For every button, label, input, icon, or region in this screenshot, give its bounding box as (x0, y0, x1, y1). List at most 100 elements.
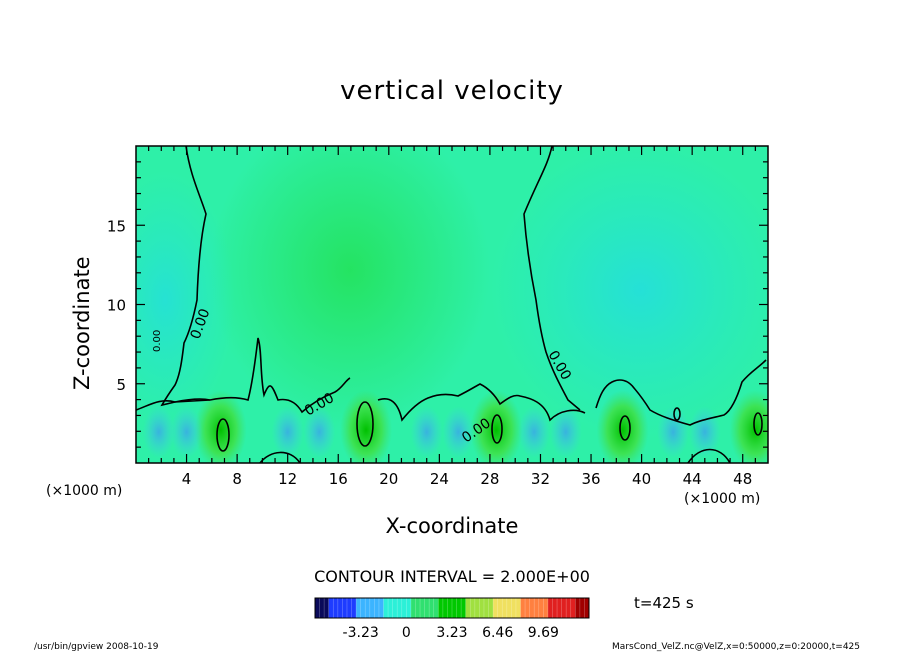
colorbar-cell (346, 598, 353, 618)
updraft-blob-1 (194, 390, 247, 463)
contour-label-5: 0.00 (152, 330, 163, 352)
downdraft-patch-4 (303, 406, 336, 458)
colorbar-cell (515, 598, 521, 618)
footer-right: MarsCond_VelZ.nc@VelZ,x=0:50000,z=0:2000… (612, 642, 860, 652)
colorbar-cell (365, 598, 371, 618)
colorbar-cell (561, 598, 567, 618)
x-tick-label: 4 (182, 470, 192, 488)
contour-ring-updraft-3 (491, 414, 503, 444)
colorbar-cell (442, 598, 448, 618)
colorbar-cell (333, 598, 339, 618)
colorbar-cell (465, 598, 471, 618)
field-upper-right-cyan-region (490, 146, 768, 440)
colorbar-tick-label: 3.23 (436, 625, 467, 641)
colorbar-cell (420, 598, 426, 618)
colorbar-cell (337, 598, 343, 618)
colorbar-cell (474, 598, 480, 618)
colorbar-tick-label: 9.69 (528, 625, 559, 641)
x-tick-label: 36 (581, 470, 600, 488)
updraft-group (194, 390, 768, 463)
x-tick-labels: 4 8 12 16 20 24 28 32 36 40 44 48 (182, 470, 752, 488)
colorbar-cell (506, 598, 512, 618)
colorbar-cell (452, 598, 458, 618)
colorbar-cell (497, 598, 503, 618)
downdraft-patch-3 (271, 406, 304, 458)
colorbar-cell (488, 598, 494, 618)
contour-ring-updraft-4 (619, 415, 631, 441)
colorbar-cell (351, 598, 357, 618)
colorbar-cell (543, 598, 549, 618)
x-tick-label: 16 (329, 470, 348, 488)
colorbar-cell (328, 598, 334, 618)
heatmap-field (136, 146, 768, 463)
y-axis-label: Z-coordinate (70, 256, 94, 390)
colorbar-cell (360, 598, 366, 618)
colorbar-cell (502, 598, 508, 618)
colorbar-cell (415, 598, 421, 618)
colorbar-cell (547, 598, 553, 618)
contour-ring-small (673, 407, 681, 421)
colorbar-cell (479, 598, 485, 618)
colorbar-cell (324, 598, 330, 618)
colorbar-cell (566, 598, 572, 618)
colorbar-cell (401, 598, 407, 618)
field-large-green-region (210, 146, 490, 430)
colorbar-cell (579, 598, 585, 618)
colorbar (314, 597, 590, 619)
updraft-blob-2 (340, 390, 393, 463)
colorbar-cell (392, 598, 398, 618)
colorbar-cell (319, 598, 325, 618)
x-tick-label: 12 (278, 470, 297, 488)
zero-contour-left-column (160, 146, 211, 407)
colorbar-cell (493, 598, 499, 618)
zero-contour-right-column (523, 146, 581, 411)
colorbar-cell (356, 598, 362, 618)
updraft-blob-4 (596, 390, 649, 463)
colorbar-cell (447, 598, 453, 618)
downdraft-patch-8 (549, 406, 582, 458)
y-tick-label: 5 (116, 376, 126, 394)
colorbar-frame (314, 597, 590, 619)
colorbar-cell (538, 598, 544, 618)
contour-loop-2 (687, 448, 731, 463)
colorbar-cells (314, 598, 590, 618)
x-unit-label-left: (×1000 m) (46, 483, 123, 499)
downdraft-group (142, 406, 721, 458)
updraft-blob-5 (729, 390, 768, 463)
colorbar-cell (397, 598, 403, 618)
x-axis-label: X-coordinate (385, 514, 519, 538)
colorbar-cell (383, 598, 389, 618)
zero-contour-near-surface (136, 337, 767, 426)
page-title: vertical velocity (340, 76, 564, 106)
x-tick-label: 32 (531, 470, 550, 488)
colorbar-cell (557, 598, 563, 618)
colorbar-cell (520, 598, 526, 618)
field-upper-left-cyan-region (136, 170, 235, 430)
colorbar-cell (369, 598, 375, 618)
colorbar-tick-label: -3.23 (343, 625, 379, 641)
x-tick-label: 44 (683, 470, 702, 488)
downdraft-patch-7 (518, 406, 551, 458)
x-tick-label: 28 (480, 470, 499, 488)
contour-ring-updraft-5 (753, 412, 763, 436)
contour-interval-label: CONTOUR INTERVAL = 2.000E+00 (314, 567, 590, 586)
x-tick-label: 24 (430, 470, 449, 488)
colorbar-cell (429, 598, 435, 618)
colorbar-cell (525, 598, 531, 618)
downdraft-patch-10 (688, 406, 721, 458)
x-unit-label-right: (×1000 m) (684, 491, 761, 507)
colorbar-cell (470, 598, 476, 618)
colorbar-cell (511, 598, 517, 618)
colorbar-tick-label: 0 (402, 625, 411, 641)
colorbar-cell (378, 598, 384, 618)
footer-left: /usr/bin/gpview 2008-10-19 (34, 642, 159, 652)
colorbar-cell (374, 598, 380, 618)
downdraft-patch-6 (442, 406, 475, 458)
colorbar-cell (483, 598, 490, 618)
y-tick-label: 10 (107, 297, 126, 315)
colorbar-cell (342, 598, 348, 618)
colorbar-cell (438, 598, 444, 618)
colorbar-cell (410, 598, 416, 618)
colorbar-cell (529, 598, 535, 618)
